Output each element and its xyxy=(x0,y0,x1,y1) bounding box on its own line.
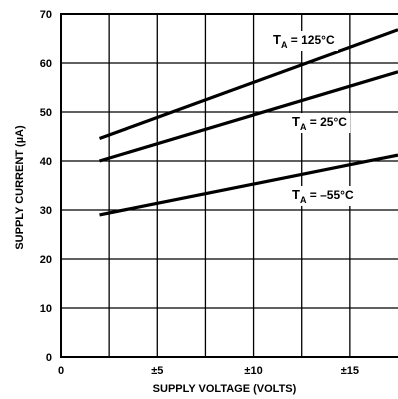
series-label-background xyxy=(270,31,338,51)
y-tick-label: 20 xyxy=(40,254,52,266)
x-tick-label: ±5 xyxy=(151,365,163,377)
series-label-0: TA = 125°C xyxy=(273,32,335,50)
series-label-background xyxy=(289,186,357,206)
y-tick-label: 0 xyxy=(46,352,52,364)
series-label-background xyxy=(289,113,351,133)
series-line-1 xyxy=(99,70,398,163)
y-tick-label: 10 xyxy=(40,303,52,315)
series-label-1: TA = 25°C xyxy=(292,114,347,132)
y-tick-label: 30 xyxy=(40,205,52,217)
series-lines xyxy=(98,28,398,217)
series-labels: TA = 125°C TA = 25°C TA = –55°C xyxy=(270,31,357,206)
y-tick-label: 50 xyxy=(40,107,52,119)
series-label-2: TA = –55°C xyxy=(292,187,354,205)
series-line-2 xyxy=(99,153,398,217)
x-axis-label: SUPPLY VOLTAGE (VOLTS) xyxy=(153,383,297,395)
y-axis-label: SUPPLY CURRENT (µA) xyxy=(14,125,26,250)
x-tick-label: ±10 xyxy=(244,365,262,377)
y-tick-label: 40 xyxy=(40,156,52,168)
x-tick-label: ±15 xyxy=(341,365,359,377)
tick-labels: 0 10 20 30 40 50 60 70 0 ±5 ±10 ±15 xyxy=(40,9,359,377)
y-tick-label: 70 xyxy=(40,9,52,21)
plot-frame xyxy=(60,13,398,358)
grid xyxy=(61,14,398,357)
series-line-0 xyxy=(98,28,398,141)
x-tick-label: 0 xyxy=(58,365,64,377)
y-tick-label: 60 xyxy=(40,58,52,70)
